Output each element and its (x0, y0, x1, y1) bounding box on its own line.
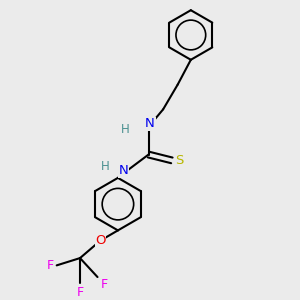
Text: N: N (145, 117, 155, 130)
Text: F: F (46, 259, 54, 272)
Text: F: F (100, 278, 107, 292)
Text: O: O (95, 234, 106, 247)
Text: F: F (76, 286, 84, 299)
Text: H: H (100, 160, 109, 173)
Text: N: N (119, 164, 129, 177)
Text: S: S (175, 154, 183, 167)
Text: H: H (121, 123, 130, 136)
